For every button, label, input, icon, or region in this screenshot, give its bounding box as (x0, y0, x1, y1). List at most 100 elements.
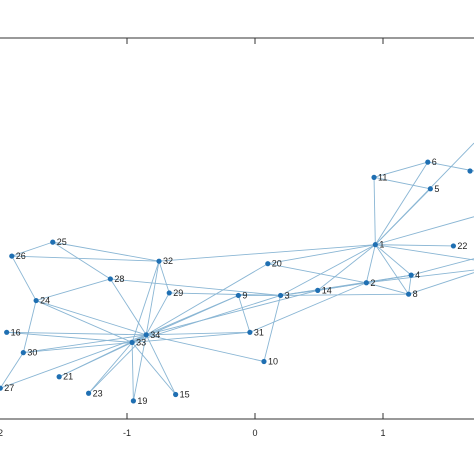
node-label-8: 8 (413, 289, 418, 299)
edge-2-20 (267, 263, 367, 284)
axes-frame (0, 37, 474, 420)
edge-1-offscreen (375, 244, 474, 261)
edge-24-28 (35, 278, 111, 301)
node-29 (166, 290, 172, 296)
edge-1-8 (374, 244, 409, 295)
node-label-32: 32 (163, 256, 173, 266)
edge-23-34 (88, 334, 147, 394)
edge-25-32 (52, 241, 160, 262)
node-3 (278, 292, 284, 299)
edge-14-34 (146, 289, 318, 336)
node-16 (4, 329, 10, 335)
node-label-2: 2 (370, 278, 375, 288)
edge-6-offscreen (427, 161, 474, 172)
node-label-5: 5 (434, 184, 439, 194)
edge-1-20 (267, 244, 376, 265)
edge-2-offscreen (366, 269, 474, 284)
node-6 (425, 159, 431, 165)
edge-2-8 (366, 282, 409, 295)
node-2 (363, 280, 369, 286)
node-23 (86, 390, 92, 396)
edge-29-32 (158, 261, 170, 294)
node-label-20: 20 (272, 259, 282, 269)
edge-1-offscreen (374, 142, 474, 245)
node-4 (408, 272, 414, 278)
node-label-22: 22 (457, 241, 467, 251)
node-8 (406, 291, 412, 297)
x-tick-label: 1 (380, 428, 385, 438)
edge-5-11 (373, 176, 431, 190)
node-label-15: 15 (180, 390, 190, 400)
edge-1-32 (158, 244, 376, 262)
edge-4-8 (408, 275, 412, 295)
node-5 (427, 186, 433, 192)
edge-1-4 (375, 244, 412, 276)
edge-1-11 (373, 177, 376, 245)
edge-27-30 (0, 352, 24, 389)
edge-31-33 (132, 331, 250, 343)
edge-24-26 (11, 255, 37, 301)
edge-32-33 (131, 261, 160, 343)
graph-nodes: 1234568910111415161920212223242526272829… (0, 157, 473, 406)
edge-3-29 (169, 292, 281, 296)
node-label-28: 28 (114, 274, 124, 284)
edge-3-14 (280, 289, 318, 296)
node-7 (467, 168, 473, 174)
edge-29-34 (145, 292, 170, 336)
node-label-30: 30 (27, 348, 37, 358)
node-30 (20, 350, 26, 356)
node-label-24: 24 (40, 296, 50, 306)
node-20 (265, 261, 271, 267)
graph-edges (0, 142, 474, 401)
edge-1-2 (365, 244, 376, 283)
node-label-3: 3 (285, 290, 290, 300)
edge-25-28 (52, 241, 111, 280)
node-label-14: 14 (322, 285, 332, 295)
edge-3-28 (110, 278, 281, 296)
node-label-23: 23 (93, 388, 103, 398)
node-label-4: 4 (415, 270, 420, 280)
edge-23-33 (88, 342, 133, 394)
edge-30-34 (23, 334, 147, 354)
x-tick-label: -2 (0, 428, 3, 438)
edge-1-3 (280, 244, 376, 296)
edge-32-34 (145, 261, 160, 335)
node-1 (372, 242, 378, 248)
edge-28-34 (109, 278, 147, 336)
node-label-21: 21 (63, 372, 73, 382)
node-label-26: 26 (16, 251, 26, 261)
node-label-25: 25 (57, 237, 67, 247)
edge-19-34 (132, 334, 147, 401)
edge-15-33 (131, 342, 176, 395)
node-label-11: 11 (378, 172, 387, 182)
edge-33-34 (131, 334, 147, 343)
node-34 (143, 332, 149, 338)
edge-3-10 (263, 295, 282, 362)
edge-2-31 (249, 282, 367, 333)
edge-20-34 (145, 263, 269, 336)
x-tick-label: -1 (123, 428, 131, 438)
node-label-16: 16 (11, 327, 21, 337)
node-label-1: 1 (379, 240, 384, 250)
edge-8-offscreen (408, 272, 474, 295)
node-label-10: 10 (268, 357, 278, 367)
edge-1-22 (375, 244, 454, 247)
x-ticks: -2 -1 0 1 (0, 38, 386, 438)
edge-1-6 (374, 161, 429, 245)
node-label-19: 19 (137, 396, 147, 406)
edge-1-14 (317, 244, 376, 291)
edge-6-11 (373, 161, 428, 178)
edge-9-34 (146, 295, 239, 336)
node-label-29: 29 (173, 288, 183, 298)
edge-24-33 (35, 300, 133, 343)
edge-19-33 (131, 342, 134, 401)
node-9 (235, 292, 241, 299)
node-label-6: 6 (432, 157, 437, 167)
node-28 (107, 276, 113, 282)
edge-31-34 (146, 331, 250, 336)
edge-15-34 (145, 334, 177, 395)
node-19 (130, 398, 136, 404)
node-label-27: 27 (4, 383, 14, 393)
node-33 (129, 339, 135, 346)
